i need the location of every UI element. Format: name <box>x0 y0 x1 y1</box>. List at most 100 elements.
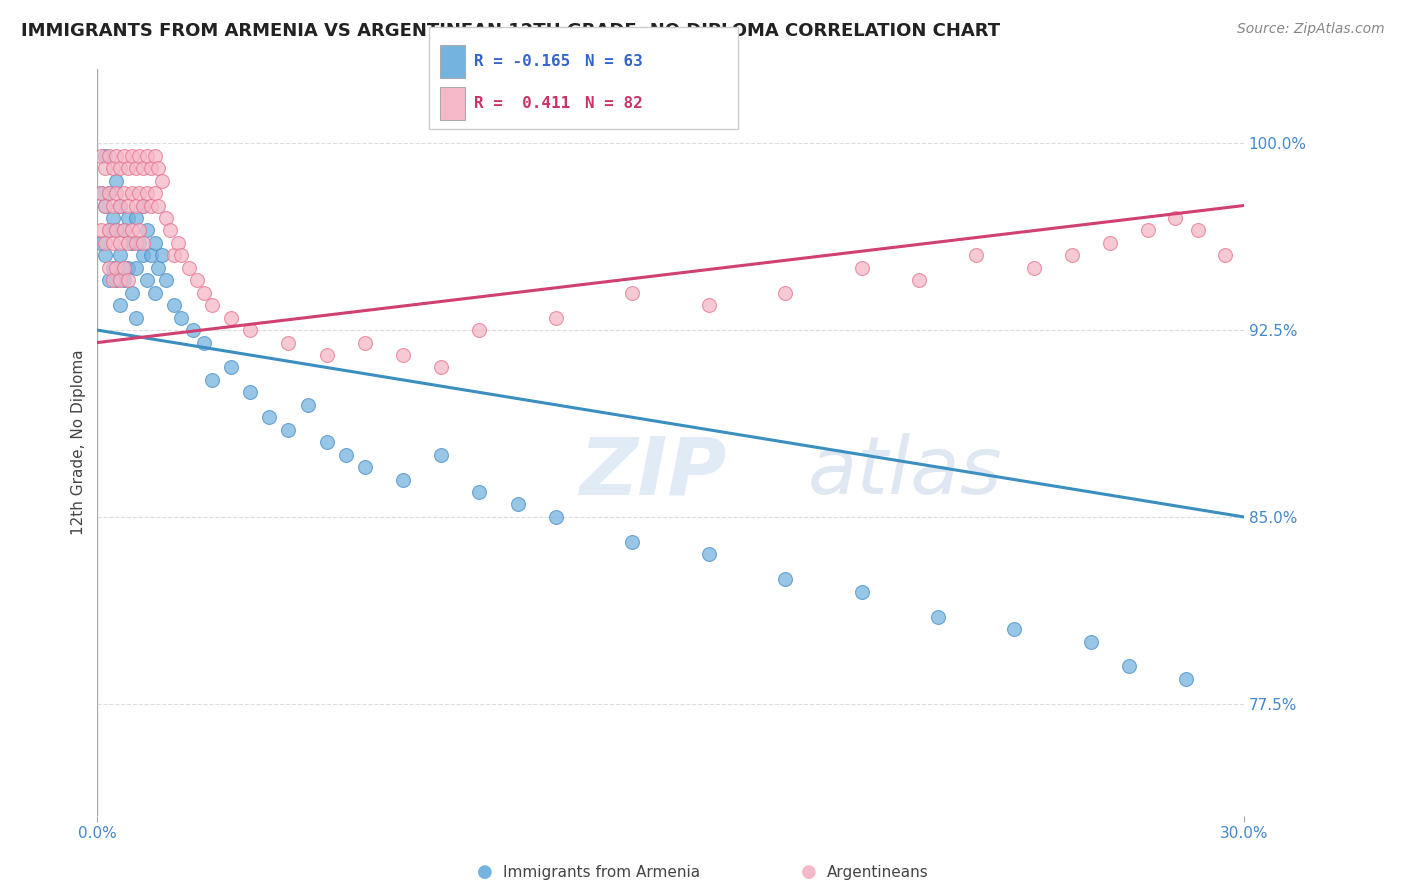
Point <box>239 385 262 400</box>
Point <box>773 572 796 586</box>
Point <box>148 260 170 275</box>
Point <box>110 248 132 262</box>
Point <box>105 186 128 200</box>
Point <box>128 223 150 237</box>
Point <box>193 335 215 350</box>
Text: Immigrants from Armenia: Immigrants from Armenia <box>503 865 700 880</box>
Point <box>1118 659 1140 673</box>
Point <box>124 310 146 325</box>
Point <box>259 410 281 425</box>
Point <box>112 223 135 237</box>
Text: Source: ZipAtlas.com: Source: ZipAtlas.com <box>1237 22 1385 37</box>
Point <box>155 273 177 287</box>
Point <box>117 211 139 225</box>
Point <box>97 223 120 237</box>
Point <box>1004 622 1026 636</box>
Point <box>101 273 124 287</box>
Point <box>121 223 143 237</box>
Point <box>90 186 112 200</box>
Point <box>392 473 415 487</box>
Point <box>851 260 873 275</box>
Point <box>1187 223 1209 237</box>
Point <box>117 260 139 275</box>
Point <box>124 198 146 212</box>
Point <box>110 298 132 312</box>
Point <box>201 298 224 312</box>
Point <box>201 373 224 387</box>
Point <box>544 510 567 524</box>
Point <box>277 335 299 350</box>
Point <box>155 211 177 225</box>
Point <box>136 149 159 163</box>
Text: Argentineans: Argentineans <box>827 865 928 880</box>
Point <box>1137 223 1160 237</box>
Point <box>97 186 120 200</box>
Point <box>621 534 644 549</box>
Point <box>110 235 132 250</box>
Point <box>773 285 796 300</box>
Point <box>143 285 166 300</box>
Point <box>112 223 135 237</box>
Point <box>97 273 120 287</box>
Point <box>112 260 135 275</box>
Point <box>1022 260 1045 275</box>
Point <box>166 235 188 250</box>
Point <box>112 186 135 200</box>
Point <box>143 235 166 250</box>
Point <box>101 161 124 176</box>
Text: ZIP: ZIP <box>579 434 727 511</box>
Point <box>219 310 242 325</box>
Point <box>468 485 491 500</box>
Point <box>468 323 491 337</box>
Point <box>143 149 166 163</box>
Point <box>150 248 173 262</box>
Point <box>101 260 124 275</box>
Point <box>851 584 873 599</box>
Point <box>94 235 117 250</box>
Point <box>148 161 170 176</box>
Text: N = 82: N = 82 <box>585 96 643 111</box>
Point <box>110 198 132 212</box>
Point <box>101 211 124 225</box>
Point <box>150 173 173 187</box>
Point <box>117 161 139 176</box>
Point <box>697 547 720 561</box>
Point <box>132 248 155 262</box>
Point <box>908 273 931 287</box>
Point <box>101 235 124 250</box>
Point <box>697 298 720 312</box>
Point <box>159 223 181 237</box>
Point <box>105 173 128 187</box>
Point <box>124 235 146 250</box>
Point <box>277 423 299 437</box>
Point <box>430 448 453 462</box>
Point <box>927 609 949 624</box>
Point <box>132 235 155 250</box>
Point <box>1175 672 1198 686</box>
Point <box>132 198 155 212</box>
Point <box>297 398 319 412</box>
Point <box>506 498 529 512</box>
Point <box>132 198 155 212</box>
Point <box>94 149 117 163</box>
Point <box>139 198 162 212</box>
Point <box>110 198 132 212</box>
Point <box>90 149 112 163</box>
Point <box>315 348 337 362</box>
Point <box>219 360 242 375</box>
Y-axis label: 12th Grade, No Diploma: 12th Grade, No Diploma <box>72 350 86 535</box>
Point <box>94 161 117 176</box>
Point <box>1080 634 1102 648</box>
Point <box>121 235 143 250</box>
Point <box>139 161 162 176</box>
Point <box>94 198 117 212</box>
Point <box>124 161 146 176</box>
Point <box>121 186 143 200</box>
Point <box>101 198 124 212</box>
Point <box>128 149 150 163</box>
Point <box>105 149 128 163</box>
Point <box>117 235 139 250</box>
Point <box>193 285 215 300</box>
Point <box>132 161 155 176</box>
Point <box>136 223 159 237</box>
